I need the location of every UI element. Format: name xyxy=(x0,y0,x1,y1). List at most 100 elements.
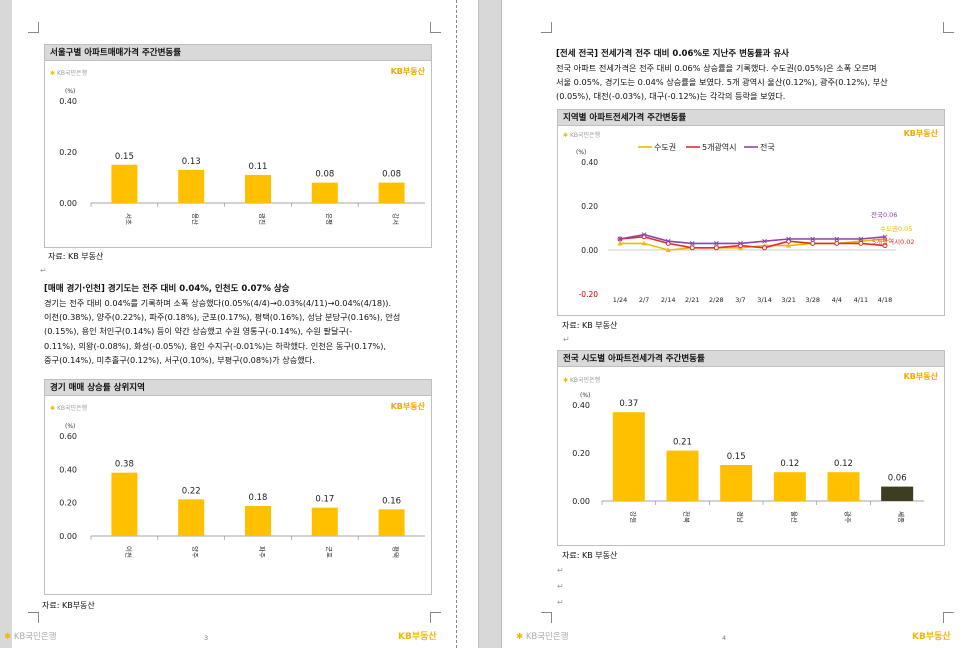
axis-unit: (%) xyxy=(65,423,75,430)
chart-source: 자료: KB부동산 xyxy=(42,601,95,610)
text-line: 서울 0.05%, 경기도는 0.04% 상승률을 보였다. 5개 광역시 울산… xyxy=(556,77,888,88)
point xyxy=(617,240,623,246)
bar xyxy=(378,182,405,203)
chart-gyeonggi-top: 경기 매매 상승률 상위지역 ✱ KB국민은행 KB부동산 (%) 0.00 0.2… xyxy=(44,379,432,595)
y-tick-label: -0.20 xyxy=(579,290,599,299)
chart-source: 자료: KB 부동산 xyxy=(48,252,104,261)
legend-label: 5개광역시 xyxy=(702,142,737,152)
kb-realestate-brand: KB부동산 xyxy=(903,372,938,381)
corner-mark xyxy=(430,612,441,623)
data-label: 0.16 xyxy=(382,496,401,506)
kb-star-icon: ✱ xyxy=(563,132,569,139)
kb-logo: ✱ KB국민은행 xyxy=(50,68,87,77)
y-tick-label: 0.20 xyxy=(59,148,77,157)
middle-gutter xyxy=(478,0,502,648)
series-line xyxy=(619,235,886,249)
bar xyxy=(245,174,271,203)
chart-source: 자료: KB 부동산 xyxy=(562,551,618,560)
point xyxy=(810,236,816,242)
end-label: 수도권0.05 xyxy=(880,225,912,233)
bar xyxy=(378,509,405,536)
data-label: 0.22 xyxy=(182,486,201,496)
y-tick-label: 0.40 xyxy=(581,158,598,167)
text-line: 경기는 전주 대비 0.04%를 기록하며 소폭 상승했다(0.05%(4/4)… xyxy=(44,298,392,308)
x-tick-label: 2/7 xyxy=(639,296,649,304)
point xyxy=(834,240,840,246)
bar xyxy=(311,507,338,536)
data-label: 0.18 xyxy=(249,493,268,503)
kb-realestate-brand: KB부동산 xyxy=(903,129,938,138)
left-gutter xyxy=(0,0,12,648)
point xyxy=(689,241,695,246)
x-tick-label: 4/18 xyxy=(878,296,893,304)
end-label: 전국0.06 xyxy=(871,210,897,219)
paragraph-mark: ↵ xyxy=(557,582,564,591)
point xyxy=(665,247,671,252)
bar-chart-svg: (%) 0.00 0.20 0.40 0.15 서초 0.13 용산 0.11 광진 0.08 은평 0… xyxy=(59,88,425,225)
legend-label: 수도권 xyxy=(654,142,676,152)
bar xyxy=(666,450,699,501)
kb-logo-text: KB국민은행 xyxy=(56,70,88,77)
section-heading: [전세 전국] 전세가격 전주 대비 0.06%로 지난주 변동률과 유사 xyxy=(556,49,789,59)
point xyxy=(738,241,743,246)
chart-title: 경기 매매 상승률 상위지역 xyxy=(45,380,431,396)
x-tick-label: 서초 xyxy=(124,213,133,225)
page-separator xyxy=(501,0,502,648)
text-line: 0.11%), 의왕(-0.08%), 화성(-0.05%), 용인 수지구(-… xyxy=(44,340,387,351)
chart-title: 전국 시도별 아파트전세가격 주간변동률 xyxy=(558,351,944,367)
kb-star-icon: ✱ xyxy=(4,632,12,642)
text-line: 중구(0.14%), 미추홀구(0.12%), 서구(0.10%), 부평구(0… xyxy=(44,354,315,365)
point xyxy=(665,238,671,244)
data-label: 0.06 xyxy=(888,474,907,484)
point xyxy=(617,236,623,242)
x-tick-label: 경남 xyxy=(736,511,745,523)
data-label: 0.12 xyxy=(834,459,853,469)
data-label: 0.08 xyxy=(315,170,334,180)
y-tick-label: 0.00 xyxy=(59,199,77,208)
chart-title: 지역별 아파트전세가격 주간변동률 xyxy=(558,110,944,126)
data-label: 0.12 xyxy=(780,459,799,469)
corner-mark xyxy=(28,22,39,33)
y-tick-label: 0.00 xyxy=(59,532,77,541)
bar xyxy=(773,472,806,501)
data-label: 0.38 xyxy=(115,460,134,470)
data-label: 0.15 xyxy=(115,152,134,162)
x-tick-label: 2/28 xyxy=(709,296,724,304)
axis-unit: (%) xyxy=(580,392,590,399)
x-tick-label: 세종 xyxy=(897,511,906,523)
bar xyxy=(881,486,914,501)
corner-mark xyxy=(28,612,39,623)
bar xyxy=(111,164,138,203)
point xyxy=(713,245,719,251)
page-number: 3 xyxy=(204,634,209,642)
point xyxy=(641,232,647,237)
legend-label: 전국 xyxy=(760,142,775,152)
footer-brand: KB부동산 xyxy=(398,632,437,642)
x-tick-label: 3/21 xyxy=(781,296,796,304)
chart-source: 자료: KB 부동산 xyxy=(562,321,618,330)
kb-logo: ✱ KB국민은행 xyxy=(563,375,600,384)
x-tick-label: 강원 xyxy=(629,511,638,523)
y-tick-label: 0.20 xyxy=(572,449,590,458)
y-tick-label: 0.40 xyxy=(572,401,590,410)
x-tick-label: 양주 xyxy=(191,546,199,558)
point xyxy=(689,245,695,251)
bar xyxy=(612,412,645,501)
corner-mark xyxy=(541,22,552,33)
footer-logo: ✱ KB국민은행 xyxy=(516,630,569,642)
point xyxy=(858,240,864,246)
kb-logo: ✱ KB국민은행 xyxy=(50,403,87,412)
x-tick-label: 이천 xyxy=(124,546,133,558)
bar xyxy=(311,182,338,203)
section-heading: [매매 경기·인천] 경기도는 전주 대비 0.04%, 인천도 0.07% 상… xyxy=(44,284,290,294)
x-tick-label: 4/4 xyxy=(832,296,842,304)
x-tick-label: 울산 xyxy=(790,511,799,523)
data-label: 0.17 xyxy=(315,495,334,505)
page-edge-line xyxy=(456,0,457,648)
bar xyxy=(245,506,271,536)
point xyxy=(786,243,792,248)
paragraph-mark: ↵ xyxy=(40,266,47,275)
kb-star-icon: ✱ xyxy=(516,632,524,642)
data-label: 0.15 xyxy=(727,452,746,462)
section-paragraph: 경기는 전주 대비 0.04%를 기록하며 소폭 상승했다(0.05%(4/4)… xyxy=(44,296,432,367)
